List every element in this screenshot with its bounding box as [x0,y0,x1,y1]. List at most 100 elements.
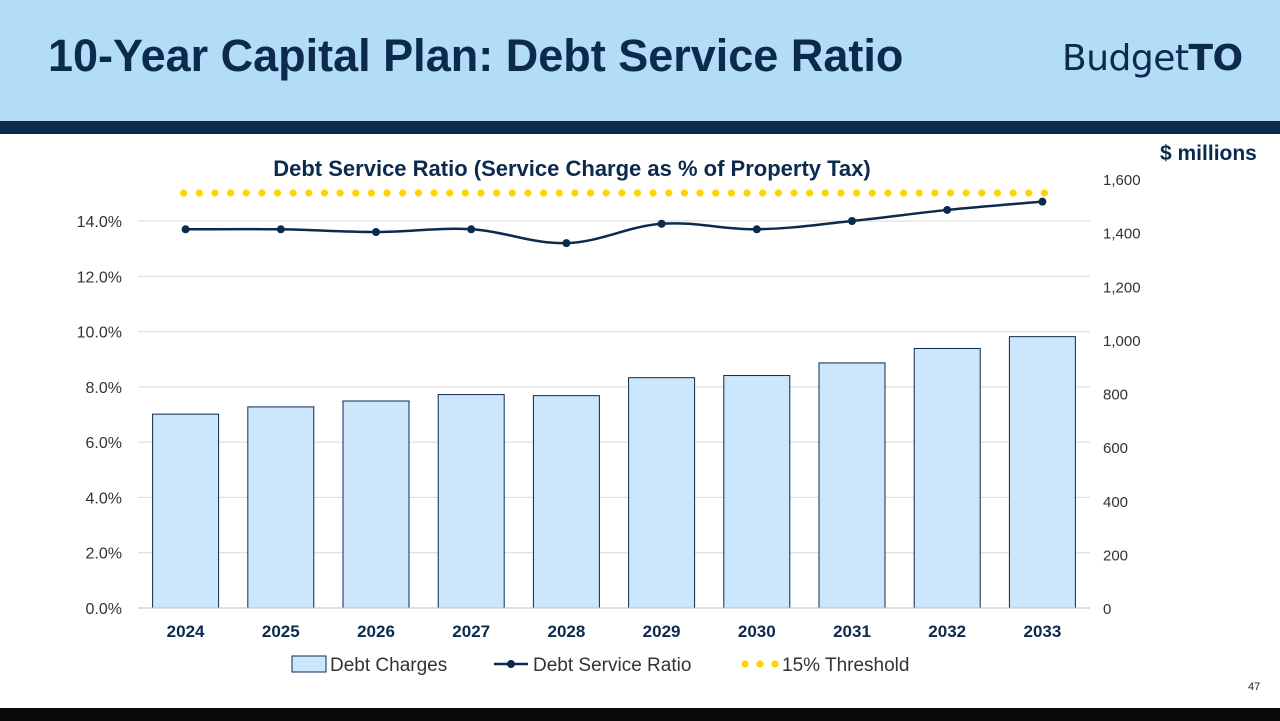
footer-bar [0,708,1280,721]
threshold-dot [586,189,595,197]
chart-title: Debt Service Ratio (Service Charge as % … [273,156,870,181]
category-label: 2029 [643,622,681,641]
threshold-dot [868,189,876,197]
debt-service-ratio-point [943,205,952,214]
debt-charges-bar [913,347,981,609]
threshold-dot [461,189,469,197]
left-axis-tick-label: 0.0% [86,601,122,618]
threshold-dot [899,189,908,197]
debt-service-ratio-point [276,225,285,234]
left-axis-tick-label: 4.0% [86,490,122,507]
threshold-dot [289,189,297,197]
legend-ratio-label: Debt Service Ratio [533,655,691,676]
threshold-dot [915,189,923,197]
threshold-dot [571,189,579,197]
debt-charges-bar [342,400,410,609]
threshold-dot [602,189,610,197]
debt-charges-bar [628,377,696,609]
slide-header [0,0,1280,121]
threshold-dot [336,189,344,197]
threshold-dot [258,189,266,197]
debt-service-ratio-point [181,225,190,234]
threshold-dot [446,189,454,197]
debt-service-ratio-point [1038,197,1047,206]
logo-text-regular: Budget [1062,38,1189,79]
threshold-dot [633,189,642,197]
threshold-dot [555,189,563,197]
right-axis-tick-label: 1,400 [1103,226,1141,243]
debt-charges-bar [152,413,220,609]
right-axis-tick-label: 200 [1103,547,1128,564]
threshold-dot [305,189,313,197]
threshold-dot [180,189,188,197]
left-axis-tick-label: 8.0% [86,380,122,397]
threshold-dot [665,189,673,197]
debt-charges-bar [247,406,315,609]
left-axis-tick-label: 6.0% [86,435,122,452]
threshold-dot [430,189,438,197]
threshold-dot [477,189,485,197]
threshold-dot [493,189,501,197]
threshold-dot [946,189,955,197]
threshold-dot [524,189,532,197]
right-axis-tick-label: 1,000 [1103,333,1141,350]
debt-service-ratio-point [848,217,856,225]
threshold-dot [211,189,219,197]
threshold-dot [696,189,704,197]
legend-debt-charges-swatch [291,655,327,673]
category-label: 2032 [928,622,966,641]
right-axis-tick-label: 600 [1103,440,1128,457]
left-axis-tick-label: 2.0% [86,546,122,563]
threshold-dot [1009,189,1017,197]
threshold-dot [367,189,376,197]
debt-service-ratio-line [185,200,1043,245]
threshold-dot [837,189,845,197]
legend-threshold-dot [741,660,749,668]
page-number: 47 [1248,681,1261,693]
threshold-dot [790,189,798,197]
threshold-dot [414,189,422,197]
left-axis-tick-label: 10.0% [77,325,122,342]
debt-charges-bar [437,394,505,609]
threshold-dot [1025,189,1033,197]
threshold-dot [539,189,548,197]
threshold-dot [821,189,829,197]
threshold-dot [320,189,329,197]
threshold-dot [680,189,689,197]
logo-text-bold: TO [1188,38,1243,79]
threshold-dot [931,189,939,197]
budgetto-logo: BudgetTO [1062,38,1243,79]
threshold-dot [712,189,720,197]
units-label: $ millions [1160,142,1257,165]
category-label: 2030 [738,622,776,641]
debt-charges-bar [723,375,791,609]
threshold-dot [727,189,735,197]
threshold-dot [1040,189,1048,197]
threshold-dot [618,189,626,197]
right-axis-tick-label: 800 [1103,387,1128,404]
left-axis-tick-label: 12.0% [77,269,122,286]
category-label: 2031 [833,622,871,641]
threshold-dot [852,189,861,197]
debt-service-ratio-point [467,225,476,234]
debt-charges-bar [1008,336,1076,609]
threshold-dot [242,189,250,197]
threshold-dot [383,189,391,197]
legend-debt-charges-label: Debt Charges [330,655,447,676]
legend-threshold-label: 15% Threshold [782,655,909,676]
threshold-dot [962,189,970,197]
category-label: 2033 [1023,622,1061,641]
debt-service-ratio-point [657,219,666,228]
threshold-dot [649,189,657,197]
category-label: 2028 [547,622,585,641]
threshold-dot [884,189,892,197]
left-axis-tick-label: 14.0% [77,214,122,231]
threshold-dot [978,189,986,197]
threshold-dot [993,189,1002,197]
threshold-dot [399,189,407,197]
debt-service-ratio-point [752,225,761,234]
threshold-dot [743,189,751,197]
right-axis-tick-label: 400 [1103,494,1128,511]
category-label: 2025 [262,622,300,641]
